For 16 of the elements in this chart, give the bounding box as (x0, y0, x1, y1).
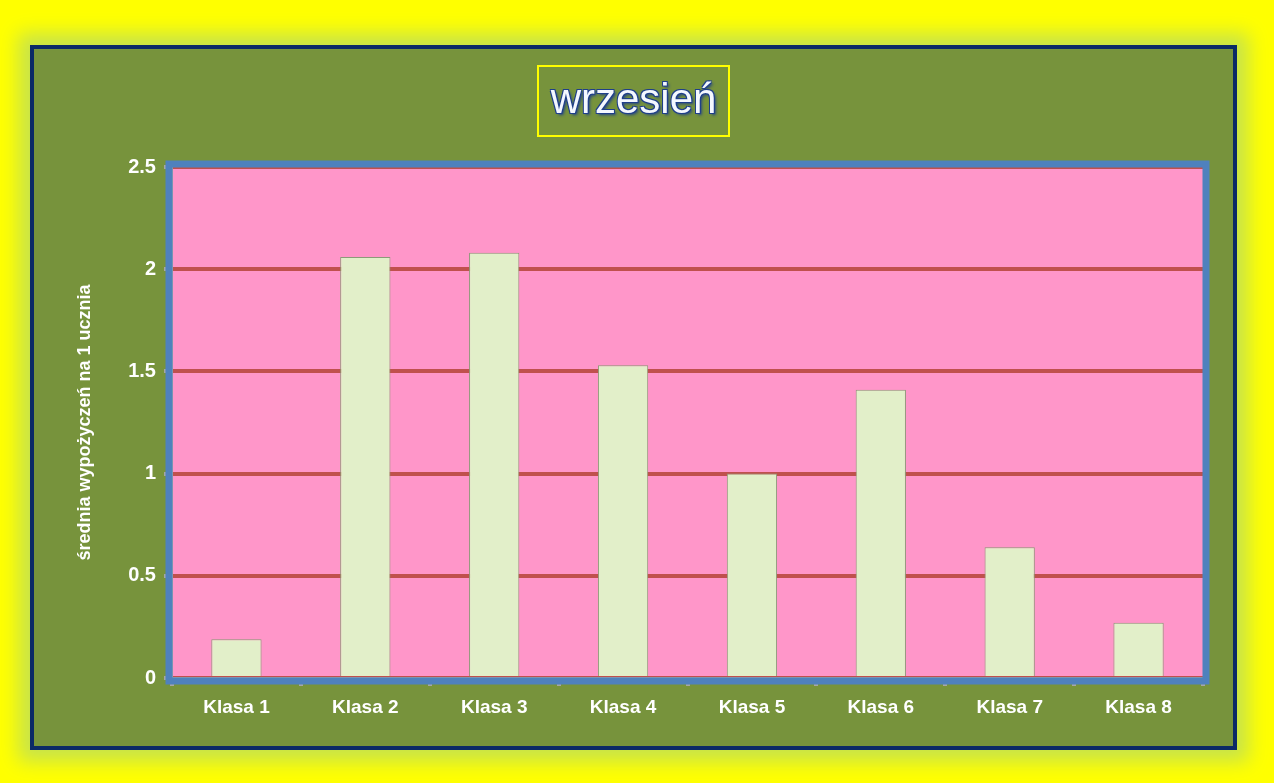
y-tick-label: 2 (144, 256, 156, 279)
x-tick-label: Klasa 5 (718, 695, 786, 717)
y-tick-label: 1.5 (128, 358, 156, 381)
x-tick-label: Klasa 3 (460, 695, 528, 717)
x-tick-label: Klasa 6 (847, 695, 915, 717)
y-tick-label: 2.5 (128, 154, 156, 177)
x-tick-label: Klasa 4 (589, 695, 657, 717)
x-tick-label: Klasa 1 (203, 695, 271, 717)
y-tick-label: 1 (144, 461, 156, 484)
y-tick-label: 0 (144, 665, 156, 688)
x-tick-label: Klasa 8 (1105, 695, 1172, 717)
chart-title: wrzesień (536, 65, 731, 137)
y-tick-label: 0.5 (128, 563, 156, 586)
x-tick-label: Klasa 7 (976, 695, 1043, 717)
x-tick-label: Klasa 2 (332, 695, 399, 717)
y-axis-title: średnia wypożyczeń na 1 ucznia (73, 283, 94, 561)
